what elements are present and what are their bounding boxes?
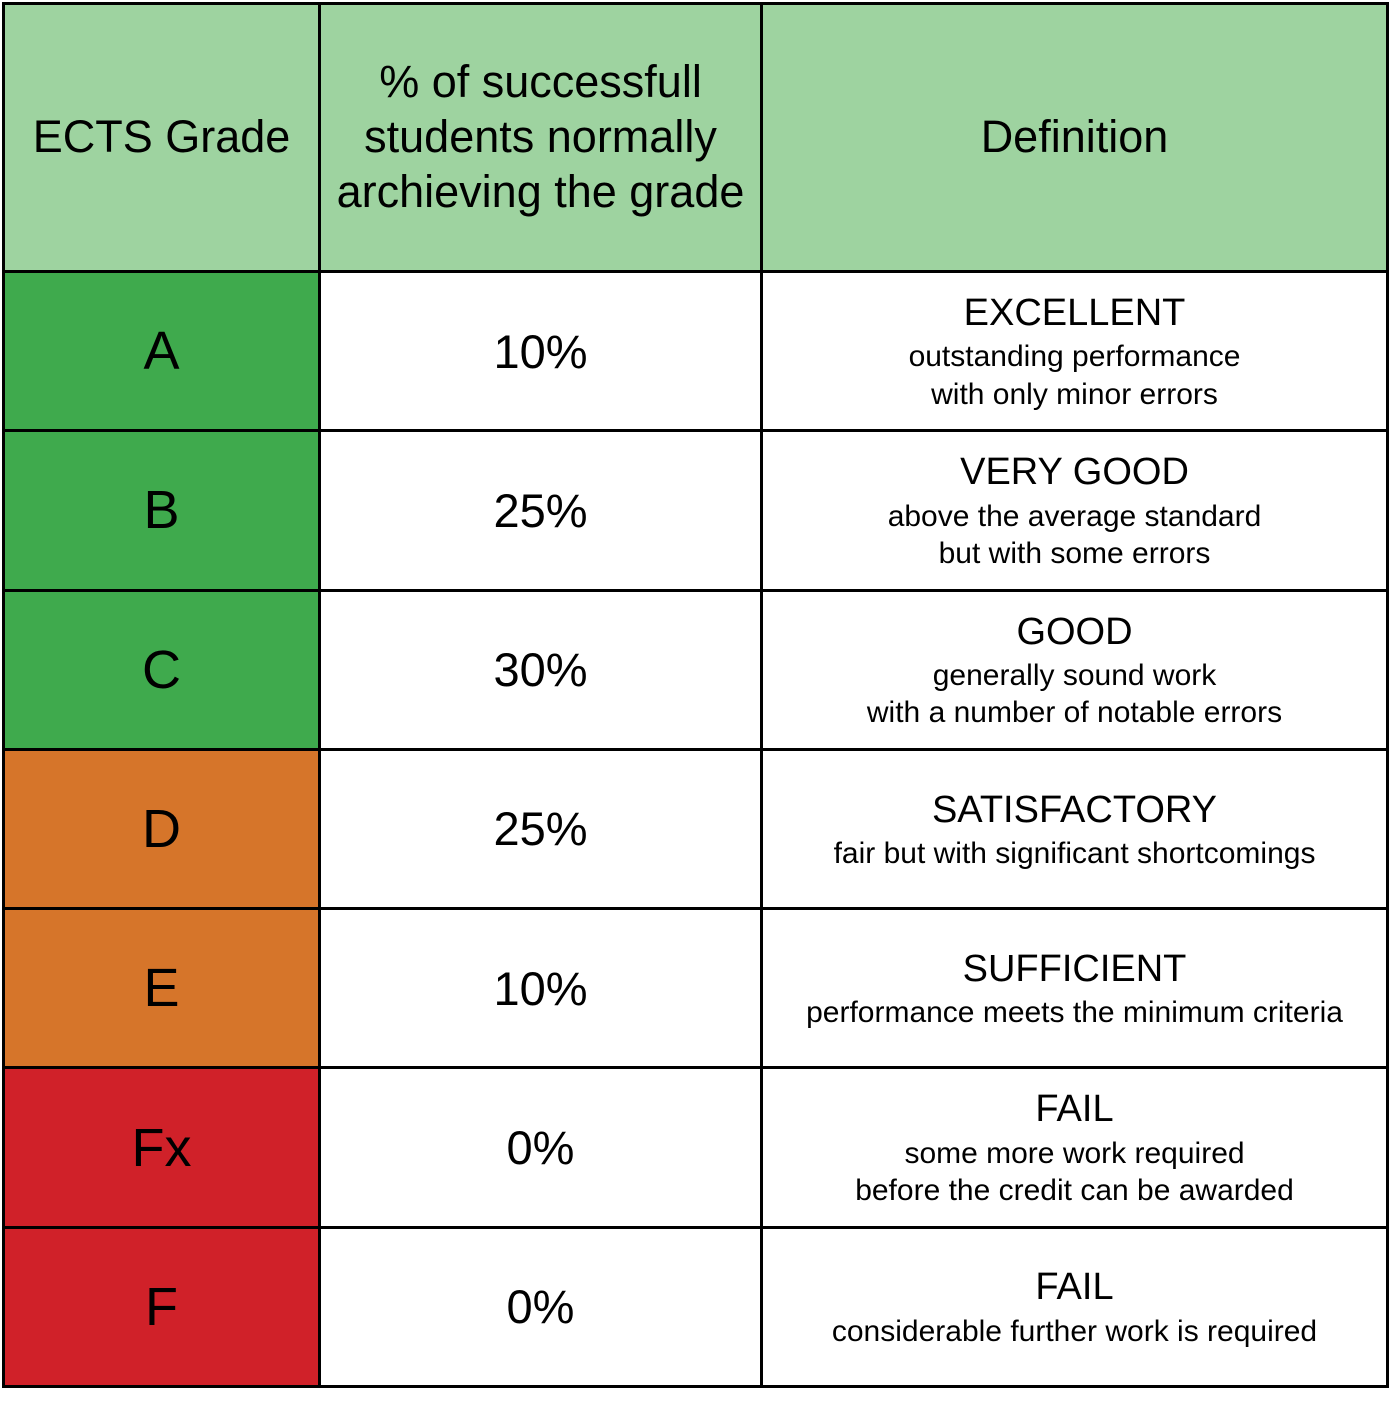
definition-desc: performance meets the minimum criteria (806, 996, 1343, 1030)
definition-desc: considerable further work is required (831, 1314, 1318, 1348)
grade-cell-e: E (2, 907, 321, 1070)
header-ects-grade: ECTS Grade (2, 2, 321, 273)
definition-title: SUFFICIENT (962, 947, 1187, 990)
definition-title: EXCELLENT (963, 291, 1186, 334)
definition-title: VERY GOOD (960, 451, 1189, 494)
header-definition: Definition (760, 2, 1389, 273)
percent-cell-d: 25% (318, 747, 763, 911)
definition-cell-a: EXCELLENT outstanding performance with o… (760, 269, 1389, 433)
table-row-e: E 10% SUFFICIENT performance meets the m… (2, 907, 1389, 1070)
grade-cell-fx: Fx (2, 1066, 321, 1229)
percent-cell-fx: 0% (318, 1066, 763, 1229)
definition-title: GOOD (1016, 610, 1133, 653)
grade-cell-c: C (2, 588, 321, 751)
definition-cell-e: SUFFICIENT performance meets the minimum… (760, 907, 1389, 1070)
percent-cell-c: 30% (318, 588, 763, 751)
definition-desc: some more work required before the credi… (855, 1136, 1294, 1208)
grade-cell-f: F (2, 1225, 321, 1389)
percent-cell-f: 0% (318, 1225, 763, 1389)
definition-cell-c: GOOD generally sound work with a number … (760, 588, 1389, 751)
header-percent-students: % of successfull students normally archi… (318, 2, 763, 273)
definition-desc: above the average standard but with some… (887, 499, 1262, 571)
definition-cell-d: SATISFACTORY fair but with significant s… (760, 747, 1389, 911)
table-row-b: B 25% VERY GOOD above the average standa… (2, 429, 1389, 592)
table-row-f: F 0% FAIL considerable further work is r… (2, 1225, 1389, 1389)
definition-cell-fx: FAIL some more work required before the … (760, 1066, 1389, 1229)
table-header-row: ECTS Grade % of successfull students nor… (2, 2, 1389, 273)
grade-cell-a: A (2, 269, 321, 433)
percent-cell-b: 25% (318, 429, 763, 592)
definition-title: SATISFACTORY (931, 788, 1218, 831)
table-row-d: D 25% SATISFACTORY fair but with signifi… (2, 747, 1389, 911)
definition-title: FAIL (1035, 1266, 1114, 1309)
definition-title: FAIL (1035, 1088, 1114, 1131)
definition-desc: fair but with significant shortcomings (833, 836, 1316, 870)
definition-desc: outstanding performance with only minor … (908, 340, 1241, 411)
definition-cell-f: FAIL considerable further work is requir… (760, 1225, 1389, 1389)
percent-cell-e: 10% (318, 907, 763, 1070)
grade-cell-b: B (2, 429, 321, 592)
table-row-c: C 30% GOOD generally sound work with a n… (2, 588, 1389, 751)
table-row-a: A 10% EXCELLENT outstanding performance … (2, 269, 1389, 433)
percent-cell-a: 10% (318, 269, 763, 433)
grade-cell-d: D (2, 747, 321, 911)
table-row-fx: Fx 0% FAIL some more work required befor… (2, 1066, 1389, 1229)
definition-cell-b: VERY GOOD above the average standard but… (760, 429, 1389, 592)
definition-desc: generally sound work with a number of no… (866, 658, 1283, 730)
